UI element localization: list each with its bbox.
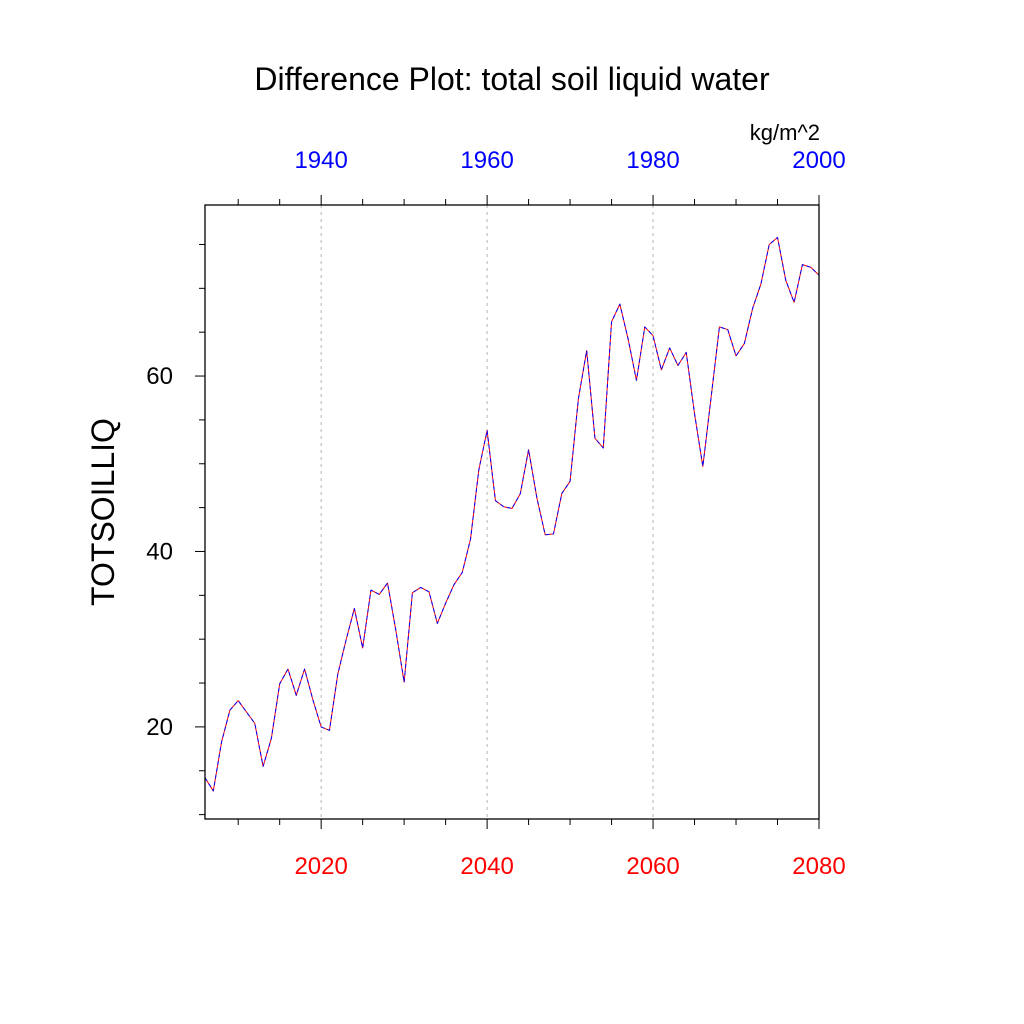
top-tick-label: 2000: [792, 147, 845, 174]
y-tick-label: 60: [146, 363, 173, 390]
chart-title: Difference Plot: total soil liquid water: [254, 61, 770, 97]
plot-frame: [204, 204, 820, 820]
top-tick-label: 1940: [294, 147, 347, 174]
top-tick-label: 1980: [626, 147, 679, 174]
series-layer: [204, 236, 820, 792]
y-axis-label: TOTSOILLIQ: [85, 418, 121, 606]
series-red-line: [204, 236, 820, 792]
axes: [195, 195, 820, 829]
bottom-tick-label: 2020: [294, 853, 347, 880]
series-blue-line: [204, 236, 820, 792]
top-tick-label: 1960: [460, 147, 513, 174]
bottom-tick-label: 2080: [792, 853, 845, 880]
y-tick-label: 20: [146, 714, 173, 741]
bottom-tick-label: 2040: [460, 853, 513, 880]
gridlines: [320, 205, 654, 819]
bottom-tick-label: 2060: [626, 853, 679, 880]
units-label: kg/m^2: [750, 120, 820, 145]
y-tick-label: 40: [146, 538, 173, 565]
